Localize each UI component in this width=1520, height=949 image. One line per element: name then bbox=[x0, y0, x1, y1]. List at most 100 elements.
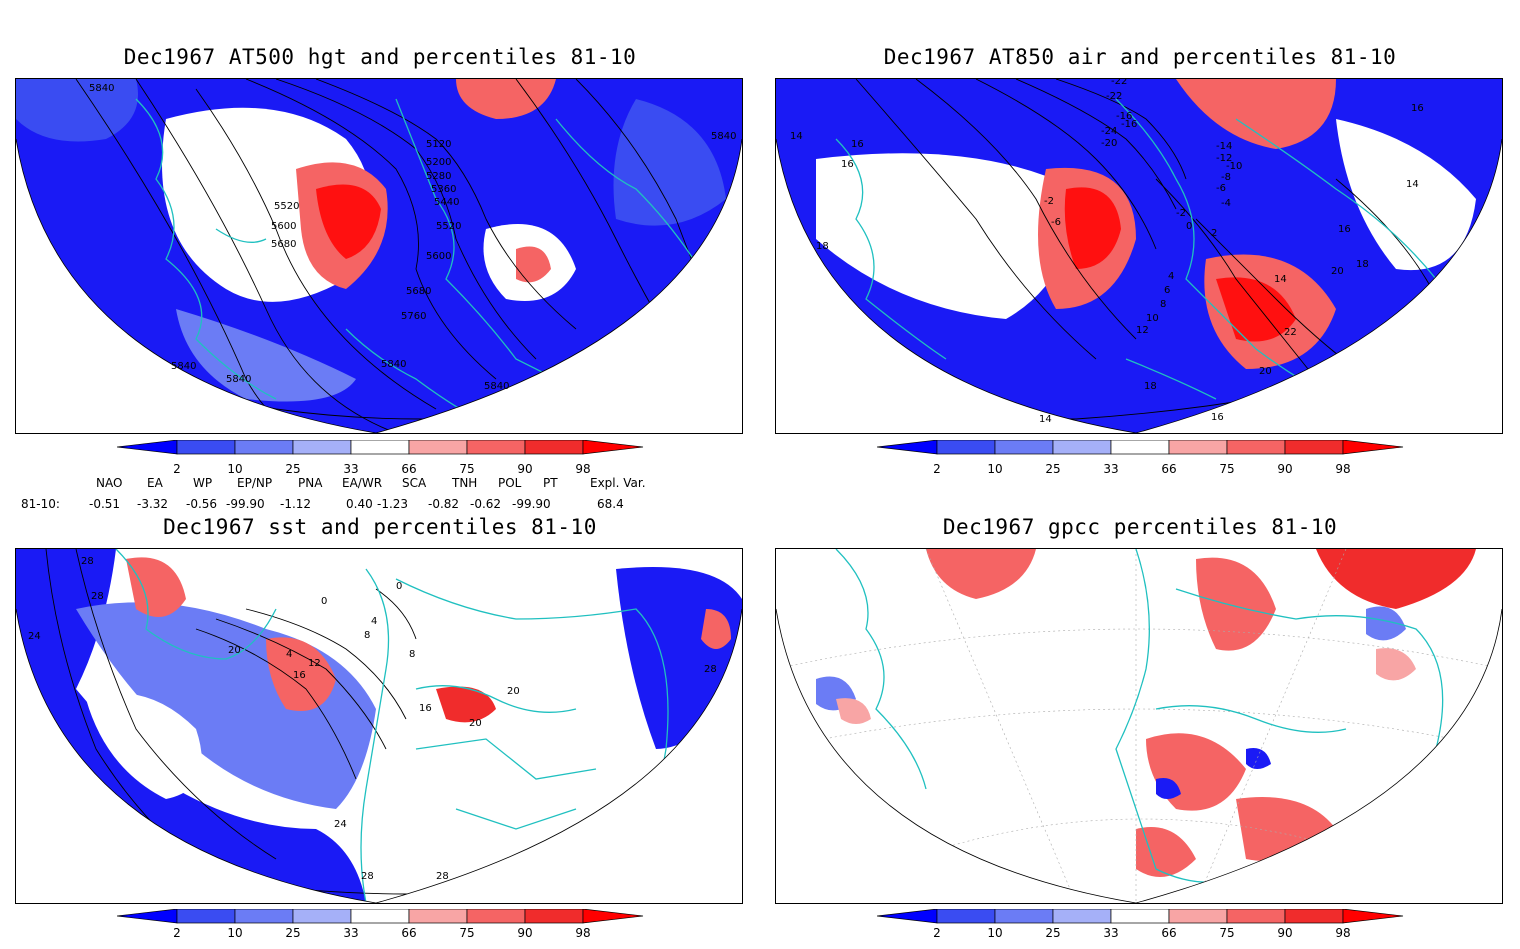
contour-label: 5520 bbox=[436, 221, 461, 232]
colorbar-swatches bbox=[117, 909, 644, 924]
index-header: NAO bbox=[96, 476, 123, 490]
contour-label: 8 bbox=[364, 630, 370, 641]
contour-label: 5280 bbox=[426, 171, 451, 182]
index-value: -1.12 bbox=[280, 497, 312, 511]
contour-label: -22 bbox=[1106, 91, 1122, 102]
colorbar-tick: 25 bbox=[285, 926, 301, 940]
sst-map-edge bbox=[16, 608, 742, 903]
contour-label: 5680 bbox=[271, 239, 296, 250]
colorbar-tick: 33 bbox=[1103, 462, 1119, 476]
contour-label: 5440 bbox=[434, 197, 459, 208]
contour-label: 0 bbox=[321, 596, 327, 607]
air850-warm-core bbox=[1064, 187, 1121, 269]
colorbar-tick: 66 bbox=[401, 926, 417, 940]
contour-label: 20 bbox=[469, 718, 482, 729]
contour-label: 20 bbox=[507, 686, 520, 697]
contour-label: 28 bbox=[436, 871, 449, 882]
sst-coastlines bbox=[115, 549, 669, 903]
contour-label: 4 bbox=[286, 649, 292, 660]
contour-label: -16 bbox=[1121, 119, 1137, 130]
colorbar-hgt500: 2 10 25 33 66 75 90 98 bbox=[117, 440, 647, 480]
hgt500-lightblue-south bbox=[176, 309, 356, 402]
colorbar-swatches bbox=[117, 440, 644, 455]
gpcc-anomaly-patches bbox=[816, 549, 1476, 877]
contour-label: 18 bbox=[1144, 381, 1157, 392]
colorbar-tick: 66 bbox=[401, 462, 417, 476]
contour-label: 10 bbox=[1146, 313, 1159, 324]
contour-label: 5600 bbox=[271, 221, 296, 232]
contour-label: 16 bbox=[293, 670, 306, 681]
contour-label: 16 bbox=[1211, 412, 1224, 423]
index-row-label: 81-10: bbox=[21, 497, 60, 511]
hgt500-warm-core bbox=[316, 184, 381, 259]
colorbar-tick: 90 bbox=[1277, 462, 1293, 476]
contour-label: 6 bbox=[1164, 285, 1170, 296]
colorbar-sst: 2 10 25 33 66 75 90 98 bbox=[117, 909, 647, 949]
colorbar-air850: 2 10 25 33 66 75 90 98 bbox=[877, 440, 1407, 480]
contour-label: 8 bbox=[1160, 299, 1166, 310]
contour-label: 14 bbox=[1406, 179, 1419, 190]
colorbar-tick: 90 bbox=[1277, 926, 1293, 940]
colorbar-tick: 10 bbox=[227, 462, 243, 476]
colorbar-swatches bbox=[877, 909, 1404, 924]
contour-label: 8 bbox=[409, 649, 415, 660]
contour-label: -16 bbox=[1116, 111, 1132, 122]
index-value: 68.4 bbox=[597, 497, 624, 511]
contour-label: -22 bbox=[1111, 79, 1127, 87]
map-panel-sst: 28 28 24 0 0 4 8 20 4 12 16 8 16 20 20 2… bbox=[15, 548, 743, 904]
sst-warm-anomaly bbox=[266, 637, 336, 711]
index-value: -3.32 bbox=[137, 497, 169, 511]
air850-neutral-west bbox=[816, 153, 1076, 319]
contour-label: 5840 bbox=[381, 359, 406, 370]
contour-label: -12 bbox=[1216, 153, 1232, 164]
hgt500-map: 5840 5840 5120 5200 5280 5360 5440 5520 … bbox=[16, 79, 742, 433]
contour-label: 12 bbox=[1136, 325, 1149, 336]
contour-label: 14 bbox=[1274, 274, 1287, 285]
contour-label: 0 bbox=[1186, 221, 1192, 232]
sst-map: 28 28 24 0 0 4 8 20 4 12 16 8 16 20 20 2… bbox=[16, 549, 742, 903]
sst-contour-labels: 28 28 24 0 0 4 8 20 4 12 16 8 16 20 20 2… bbox=[28, 556, 717, 882]
contour-label: 14 bbox=[790, 131, 803, 142]
contour-label: 5840 bbox=[484, 381, 509, 392]
contour-label: 28 bbox=[91, 591, 104, 602]
air850-warm-south-core bbox=[1216, 277, 1296, 342]
index-header: SCA bbox=[402, 476, 427, 490]
index-value: 0.40 bbox=[346, 497, 373, 511]
colorbar-tick: 90 bbox=[517, 926, 533, 940]
air850-map: -22 -22 -16 -16 -24 -20 -14 -12 -10 -8 -… bbox=[776, 79, 1502, 433]
contour-label: 20 bbox=[1259, 366, 1272, 377]
colorbar-tick: 75 bbox=[1219, 926, 1235, 940]
contour-label: -20 bbox=[1101, 138, 1117, 149]
contour-label: 28 bbox=[361, 871, 374, 882]
contour-label: 22 bbox=[1284, 327, 1297, 338]
contour-label: 5520 bbox=[274, 201, 299, 212]
contour-label: -14 bbox=[1216, 141, 1232, 152]
map-panel-gpcc bbox=[775, 548, 1503, 904]
contour-label: 5200 bbox=[426, 157, 451, 168]
index-header: PT bbox=[543, 476, 558, 490]
contour-label: 5840 bbox=[89, 83, 114, 94]
contour-label: 24 bbox=[334, 819, 347, 830]
colorbar-tick: 90 bbox=[517, 462, 533, 476]
contour-label: -24 bbox=[1101, 126, 1117, 137]
map-panel-hgt500: 5840 5840 5120 5200 5280 5360 5440 5520 … bbox=[15, 78, 743, 434]
contour-label: -8 bbox=[1221, 172, 1231, 183]
contour-label: 12 bbox=[308, 658, 321, 669]
index-value: -0.62 bbox=[470, 497, 502, 511]
colorbar-tick: 75 bbox=[1219, 462, 1235, 476]
contour-label: 5840 bbox=[711, 131, 736, 142]
contour-label: 5680 bbox=[406, 286, 431, 297]
contour-label: -6 bbox=[1216, 183, 1226, 194]
map-panel-air850: -22 -22 -16 -16 -24 -20 -14 -12 -10 -8 -… bbox=[775, 78, 1503, 434]
panel-title-air850: Dec1967 AT850 air and percentiles 81-10 bbox=[883, 45, 1397, 69]
hgt500-map-edge bbox=[16, 138, 742, 433]
panel-title-gpcc: Dec1967 gpcc percentiles 81-10 bbox=[942, 515, 1338, 539]
colorbar-tick: 2 bbox=[173, 462, 181, 476]
colorbar-tick: 33 bbox=[1103, 926, 1119, 940]
colorbar-swatches bbox=[877, 440, 1404, 455]
contour-label: 28 bbox=[704, 664, 717, 675]
index-header: Expl. Var. bbox=[590, 476, 646, 490]
contour-label: 18 bbox=[1356, 259, 1369, 270]
air850-warm-north bbox=[1176, 79, 1336, 149]
contour-label: 16 bbox=[851, 139, 864, 150]
